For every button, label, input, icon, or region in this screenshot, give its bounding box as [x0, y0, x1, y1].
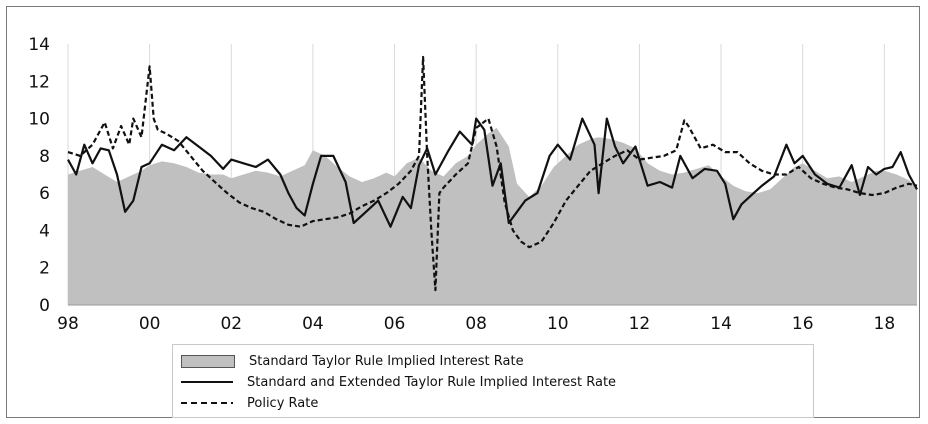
series-policy-rate-line [67, 55, 918, 292]
x-tick-label: 14 [710, 314, 732, 334]
legend: Standard Taylor Rule Implied Interest Ra… [172, 344, 814, 418]
taylor-area-series [68, 127, 917, 306]
x-tick-label: 98 [57, 314, 79, 334]
y-tick-label: 6 [39, 184, 50, 204]
y-tick-label: 12 [28, 72, 50, 92]
x-tick-label: 08 [465, 314, 487, 334]
x-tick-label: 12 [629, 314, 651, 334]
y-tick-label: 8 [39, 147, 50, 167]
x-tick-label: 16 [792, 314, 814, 334]
y-tick-label: 4 [39, 221, 50, 241]
x-tick-label: 06 [384, 314, 406, 334]
series-extended-taylor-line [67, 117, 918, 228]
line-series [67, 55, 918, 292]
x-tick-label: 02 [220, 314, 242, 334]
legend-swatch-area [181, 354, 235, 368]
legend-label-policy-rate: Policy Rate [247, 395, 319, 411]
x-tick-label: 10 [547, 314, 569, 334]
legend-item-extended-taylor: Standard and Extended Taylor Rule Implie… [173, 372, 616, 392]
legend-label-standard-taylor: Standard Taylor Rule Implied Interest Ra… [249, 353, 524, 369]
legend-swatch-dashed-line [181, 402, 233, 404]
x-tick-label: 18 [874, 314, 896, 334]
legend-item-standard-taylor: Standard Taylor Rule Implied Interest Ra… [173, 351, 524, 371]
legend-label-extended-taylor: Standard and Extended Taylor Rule Implie… [247, 374, 617, 390]
legend-item-policy-rate: Policy Rate [173, 393, 318, 413]
y-tick-label: 10 [28, 110, 50, 130]
y-tick-label: 0 [39, 296, 50, 316]
y-tick-label: 14 [28, 35, 50, 55]
x-tick-label: 04 [302, 314, 324, 334]
legend-swatch-solid-line [181, 381, 233, 383]
series-standard-taylor-area [68, 127, 917, 306]
x-tick-label: 00 [139, 314, 161, 334]
y-tick-label: 2 [39, 259, 50, 279]
